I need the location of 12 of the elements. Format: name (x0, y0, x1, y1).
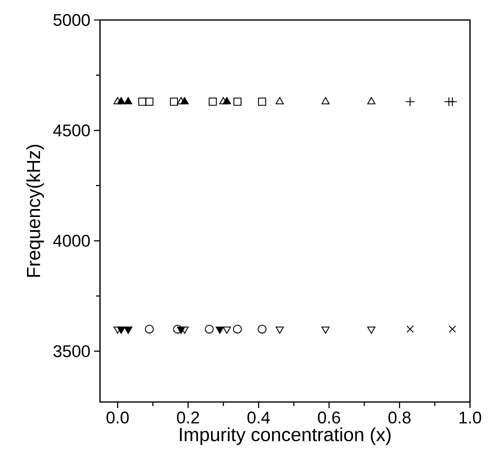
x-tick-label: 0.4 (247, 412, 270, 424)
x-tick-label: 0.8 (388, 412, 411, 424)
y-tick-label: 5000 (53, 14, 90, 26)
x-tick-label: 0.2 (176, 412, 200, 424)
x-axis-title: Impurity concentration (x) (180, 427, 391, 445)
y-tick-label: 3500 (53, 345, 90, 358)
x-tick-label: 0.6 (318, 412, 340, 424)
x-tick-label: 0.0 (106, 412, 129, 424)
y-tick-label: 4500 (53, 124, 90, 136)
y-axis-title: Frequency(kHz) (26, 144, 44, 277)
y-tick-label: 4000 (53, 234, 90, 247)
x-tick-label: 1.0 (460, 412, 482, 424)
